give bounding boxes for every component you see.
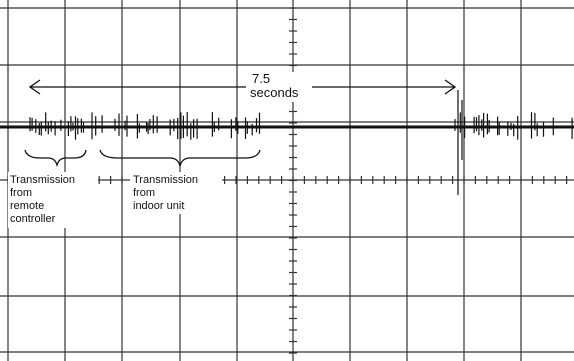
remote-label: remote <box>10 200 44 212</box>
remote-label: Transmission <box>10 174 75 186</box>
oscilloscope-screen: 7.5 seconds Transmission from remote con… <box>0 0 574 361</box>
indoor-label: indoor unit <box>133 200 184 212</box>
duration-value: 7.5 <box>252 71 270 86</box>
remote-label: controller <box>10 213 56 225</box>
indoor-label: from <box>133 187 155 199</box>
duration-unit: seconds <box>250 85 299 100</box>
indoor-label: Transmission <box>133 174 198 186</box>
remote-label: from <box>10 187 32 199</box>
